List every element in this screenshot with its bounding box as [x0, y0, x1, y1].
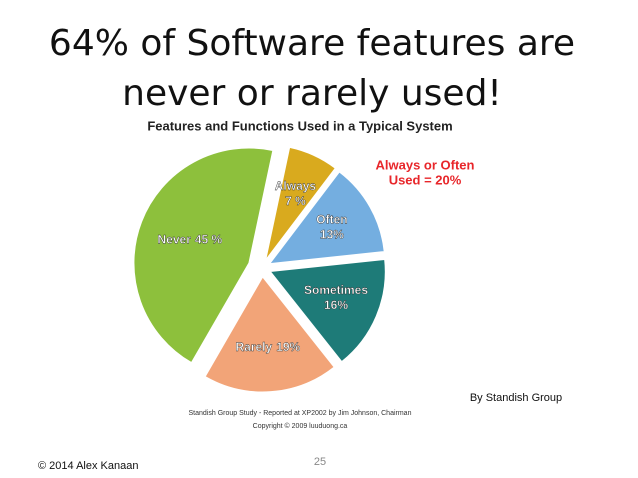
pie: Always 7 % Often 13% Sometimes 16% Rarely 19% Ne…	[133, 146, 386, 393]
slice-category: Always	[275, 179, 317, 193]
pie-slice	[269, 258, 386, 363]
copyright: © 2014 Alex Kanaan	[38, 460, 138, 472]
slice-label: Always 7 %	[275, 179, 317, 208]
page-number: 25	[314, 456, 326, 468]
slide-title-text: 64% of Software features are	[49, 23, 575, 64]
footnote: Copyright © 2009 luuduong.ca	[253, 422, 348, 430]
slice-label: Never 45 %	[158, 232, 223, 246]
slice-label: Rarely 19%	[236, 340, 301, 354]
pie-slice	[133, 147, 274, 364]
slice-category: Never	[158, 232, 192, 246]
pie-slice	[268, 171, 385, 265]
chart-title: Features and Functions Used in a Typical…	[147, 118, 452, 133]
slice-value: 16%	[324, 298, 348, 312]
slide-title-text: never or rarely used!	[122, 73, 502, 114]
slice-category: Sometimes	[304, 283, 368, 297]
source: By Standish Group	[470, 392, 562, 404]
pie-slice	[204, 276, 335, 393]
slice-label: Sometimes 16%	[304, 283, 368, 312]
slice-value: 19%	[276, 340, 300, 354]
slice-category: Rarely	[236, 340, 273, 354]
slice-category: Often	[316, 213, 347, 227]
slice-value: 45 %	[195, 232, 223, 246]
annotation: Always or Often	[376, 157, 475, 172]
slide-title: 64% of Software features are never or rar…	[49, 23, 575, 114]
slice-label: Often 13%	[316, 213, 347, 242]
annotation: Used = 20%	[389, 172, 462, 187]
slice-value: 13%	[320, 228, 344, 242]
pie-slice	[265, 146, 336, 261]
slice-value: 7 %	[285, 194, 306, 208]
footnote: Standish Group Study - Reported at XP200…	[189, 410, 412, 417]
